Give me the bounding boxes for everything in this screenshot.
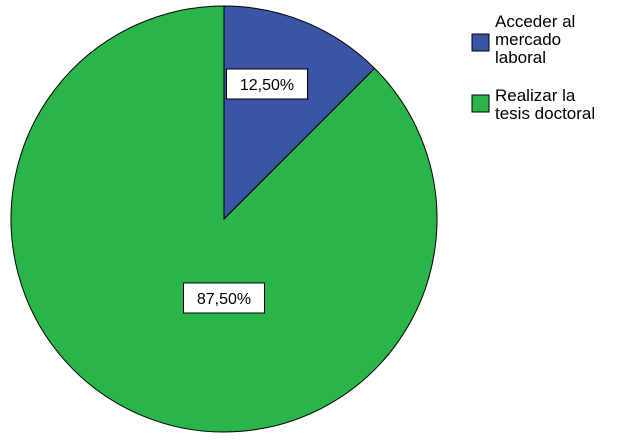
- legend-label-line: mercado: [495, 30, 561, 49]
- data-label-text: 12,50%: [240, 77, 294, 94]
- legend-label-line: Acceder al: [495, 12, 575, 31]
- legend-label-line: Realizar la: [495, 86, 576, 105]
- pie-slice-1: [223, 5, 376, 221]
- data-label-2: 87,50%: [183, 282, 265, 314]
- data-label-box: [183, 282, 265, 314]
- data-label-box: [226, 68, 308, 100]
- legend-swatch: [471, 94, 490, 113]
- data-label-1: 12,50%: [226, 68, 308, 100]
- legend-label-line: tesis doctoral: [495, 104, 595, 123]
- legend-label-line: laboral: [495, 48, 546, 67]
- legend-swatch: [471, 33, 490, 52]
- pie-slice-2: [10, 5, 438, 433]
- data-label-text: 87,50%: [197, 291, 251, 308]
